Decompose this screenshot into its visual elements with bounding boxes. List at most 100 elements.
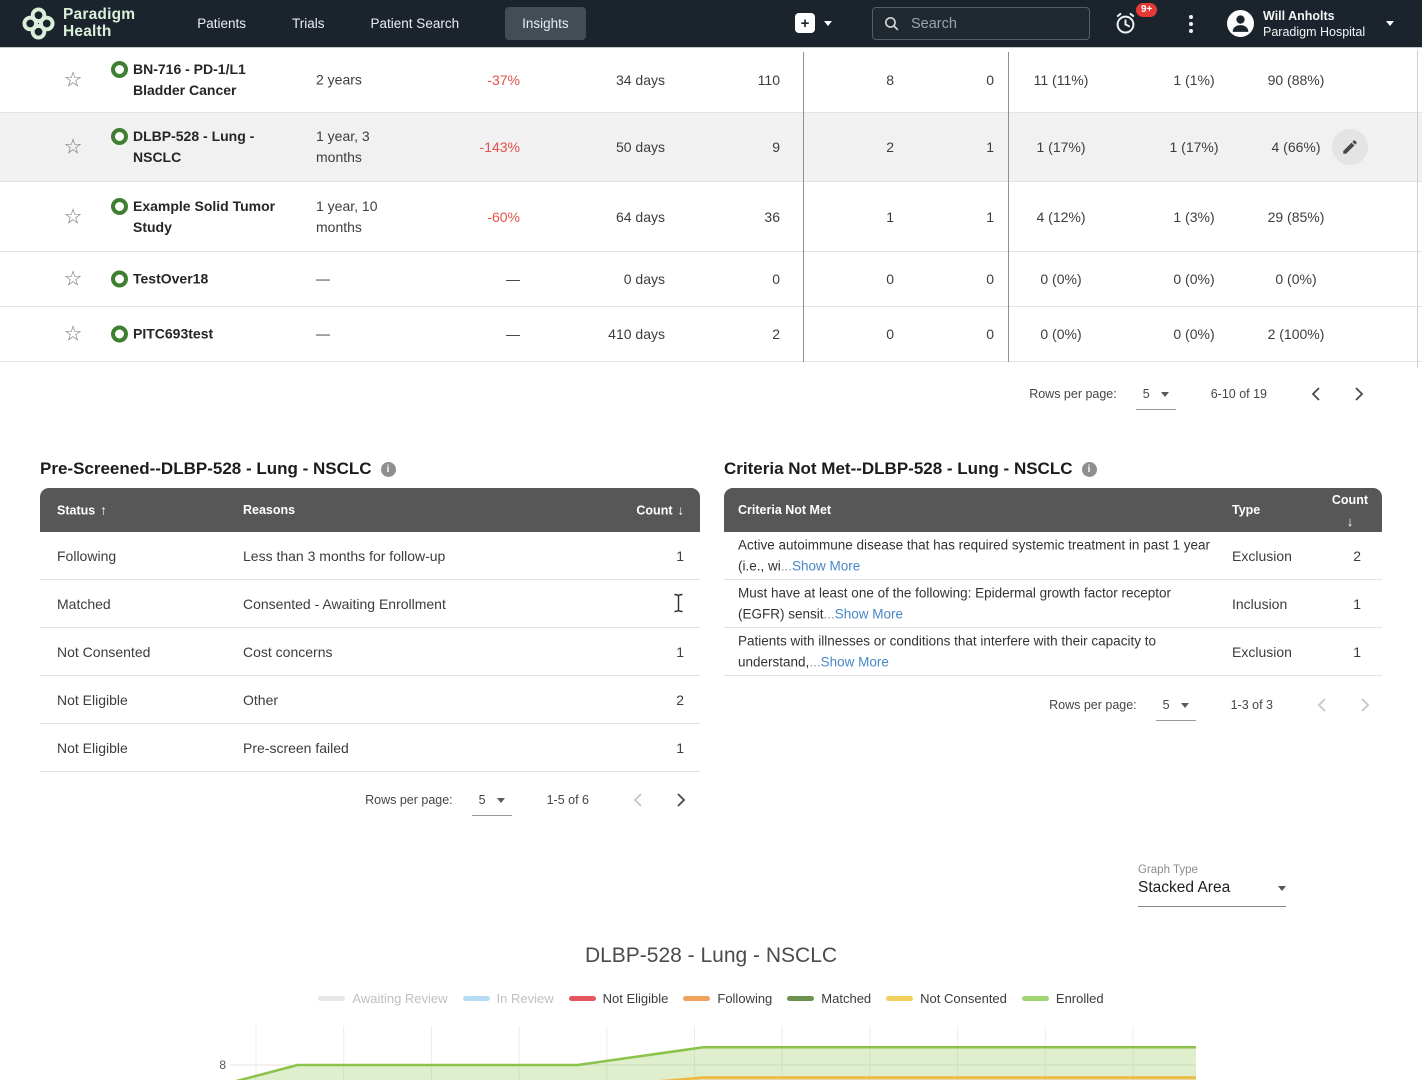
select-caret-icon (496, 797, 505, 803)
user-chevron-down-icon[interactable] (1386, 21, 1394, 26)
prev-page-button[interactable] (1311, 387, 1321, 401)
avatar[interactable] (1227, 10, 1254, 37)
graph-type-select[interactable]: Graph Type Stacked Area (1138, 864, 1286, 907)
nav-item-insights[interactable]: Insights (505, 7, 586, 40)
list-item: Not Eligible Pre-screen failed 1 (40, 724, 700, 772)
trial-count-3: 0 (986, 271, 994, 287)
trial-days: 64 days (615, 208, 665, 225)
chart-title: DLBP-528 - Lung - NSCLC (584, 944, 838, 967)
status-cell: Not Consented (57, 643, 151, 660)
user-name: Will Anholts (1263, 9, 1335, 23)
legend-item[interactable]: Awaiting Review (318, 991, 448, 1006)
criteria-snippet: Must have at least one of the following:… (738, 584, 1171, 622)
favorite-star-icon[interactable]: ☆ (63, 205, 83, 228)
next-page-button[interactable] (1354, 387, 1364, 401)
trial-status-icon (111, 197, 128, 215)
user-menu[interactable]: Will Anholts Paradigm Hospital (1263, 8, 1365, 40)
next-page-button[interactable] (676, 793, 686, 807)
column-header-status[interactable]: Status ↑ (57, 502, 107, 518)
show-more-link[interactable]: Show More (834, 606, 904, 622)
info-icon[interactable]: i (380, 461, 396, 477)
criteria-text: Active autoimmune disease that has requi… (738, 534, 1216, 577)
legend-item[interactable]: Enrolled (1021, 991, 1104, 1006)
column-header-reasons[interactable]: Reasons (243, 503, 296, 517)
brand-logo[interactable]: Paradigm Health (22, 6, 135, 40)
trial-pct-1: 0 (0%) (1040, 326, 1082, 342)
edit-button[interactable] (1332, 129, 1368, 165)
trial-status-icon (111, 128, 128, 145)
prescreened-table: Status ↑ Reasons Count ↓ Following Less tha… (40, 488, 700, 772)
reminders-button[interactable] (1113, 11, 1139, 37)
column-header-criteria[interactable]: Criteria Not Met (738, 503, 832, 517)
nav-item-patients[interactable]: Patients (197, 16, 247, 31)
sort-desc-icon: ↓ (677, 502, 685, 518)
trial-percent: -60% (487, 208, 520, 225)
count-cell: 1 (1353, 595, 1361, 612)
legend-label: Not Eligible (602, 991, 669, 1006)
trial-duration: — (316, 325, 330, 342)
search-box (872, 7, 1090, 40)
trial-pct-2: 0 (0%) (1173, 271, 1215, 287)
table-row: ☆ BN-716 - PD-1/L1 Bladder Cancer 2 years -… (0, 47, 1422, 113)
column-header-type[interactable]: Type (1232, 503, 1261, 517)
legend-item[interactable]: Not Consented (886, 991, 1007, 1006)
rows-per-page-select[interactable]: 5 (471, 793, 512, 816)
trial-count-2: 1 (886, 208, 894, 225)
prev-page-button[interactable] (633, 793, 643, 807)
trial-days: 410 days (608, 326, 665, 342)
legend-swatch-icon (568, 996, 596, 1001)
chart-legend: Awaiting Review In Review Not Eligible Foll… (0, 991, 1422, 1006)
count-cell: 1 (676, 739, 684, 756)
show-more-link[interactable]: Show More (820, 654, 889, 670)
favorite-star-icon[interactable]: ☆ (63, 68, 83, 91)
trial-name[interactable]: PITC693test (133, 325, 214, 342)
legend-label: Enrolled (1055, 991, 1104, 1006)
info-icon[interactable]: i (1081, 461, 1097, 477)
prescreened-pagination: Rows per page: 5 1-5 of 6 (40, 779, 700, 821)
legend-item[interactable]: Not Eligible (568, 991, 669, 1006)
svg-text:8: 8 (219, 1058, 226, 1072)
list-item: Must have at least one of the following:… (724, 580, 1382, 628)
criteria-text: Patients with illnesses or conditions th… (738, 630, 1216, 673)
trial-percent: — (506, 326, 520, 342)
nav-item-patient-search[interactable]: Patient Search (370, 16, 460, 31)
nav-item-trials[interactable]: Trials (292, 16, 325, 31)
favorite-star-icon[interactable]: ☆ (63, 267, 83, 291)
legend-swatch-icon (683, 996, 711, 1001)
rows-per-page-select[interactable]: 5 (1155, 698, 1196, 721)
sort-desc-icon: ↓ (1346, 513, 1354, 529)
reason-cell: Less than 3 months for follow-up (243, 547, 446, 564)
trial-pct-3: 29 (85%) (1267, 208, 1325, 225)
favorite-star-icon[interactable]: ☆ (63, 135, 83, 159)
legend-label: In Review (496, 991, 554, 1006)
more-options-button[interactable] (1184, 12, 1198, 36)
column-header-count[interactable]: Count ↓ (636, 502, 685, 518)
prev-page-button[interactable] (1317, 698, 1327, 712)
trial-count-1: 0 (772, 271, 780, 287)
legend-item[interactable]: Matched (787, 991, 871, 1006)
show-more-link[interactable]: Show More (792, 558, 861, 574)
trial-pct-3: 2 (100%) (1267, 326, 1325, 342)
add-menu[interactable]: + (795, 13, 832, 33)
trial-name[interactable]: DLBP-528 - Lung - NSCLC (133, 128, 255, 165)
rows-per-page-select[interactable]: 5 (1135, 387, 1176, 410)
next-page-button[interactable] (1360, 698, 1370, 712)
reason-cell: Pre-screen failed (243, 739, 349, 756)
trial-name[interactable]: Example Solid Tumor Study (133, 197, 276, 235)
rows-per-page-label: Rows per page: (365, 793, 453, 807)
column-header-count[interactable]: Count ↓ (1331, 493, 1368, 529)
count-cell: 2 (676, 691, 684, 708)
legend-swatch-icon (318, 996, 346, 1001)
legend-item[interactable]: Following (683, 991, 772, 1006)
stacked-area-chart: 8 (0, 1022, 1422, 1085)
trial-name[interactable]: BN-716 - PD-1/L1 Bladder Cancer (133, 60, 246, 98)
select-caret-icon (1278, 885, 1286, 891)
trial-duration: 1 year, 3 months (316, 128, 370, 165)
column-divider (1008, 52, 1009, 362)
legend-item[interactable]: In Review (462, 991, 554, 1006)
favorite-star-icon[interactable]: ☆ (63, 322, 83, 346)
trial-name[interactable]: TestOver18 (133, 270, 209, 287)
trial-count-2: 0 (886, 326, 894, 342)
column-divider (803, 52, 804, 362)
search-input[interactable] (909, 14, 1079, 33)
